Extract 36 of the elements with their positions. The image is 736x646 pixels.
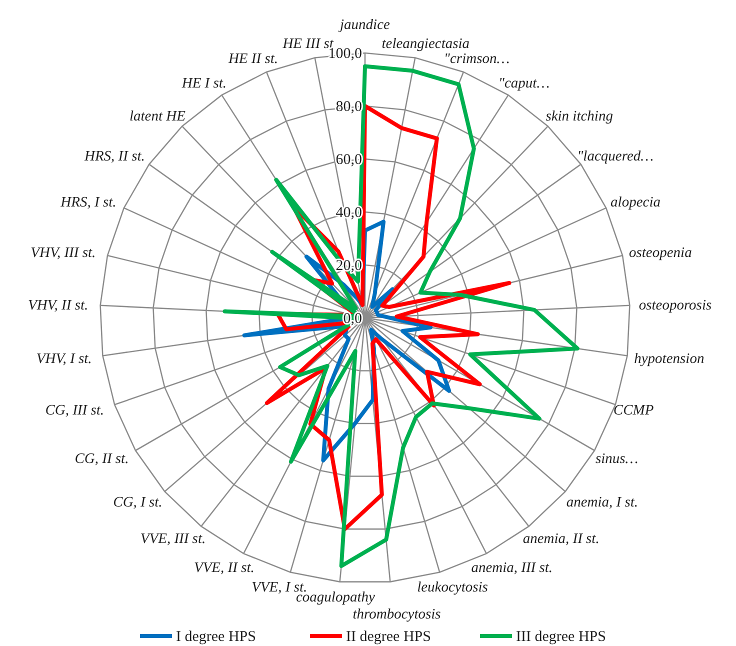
legend-label: I degree HPS [176, 629, 256, 645]
spoke-label: "lacquered… [577, 148, 654, 165]
spoke-label: "crimson… [444, 51, 510, 68]
spoke-label: HRS, I st. [60, 194, 116, 211]
spoke-label: CG, II st. [74, 451, 129, 467]
y-tick-label: 80,0 [336, 99, 362, 115]
spoke-label: skin itching [546, 108, 613, 124]
spoke-label: latent HE [130, 108, 186, 124]
spoke-label: VHV, II st. [28, 298, 88, 314]
spoke-label: teleangiectasia [382, 36, 470, 52]
spoke-label: VHV, I st. [36, 350, 92, 367]
spoke-label: VVE, I st. [252, 580, 308, 596]
spoke-label: "caput… [498, 75, 550, 92]
spoke-label: VHV, III st. [30, 244, 96, 261]
spoke-label: CCMP [613, 402, 654, 419]
spoke-label: HRS, II st. [83, 148, 145, 165]
spoke-label: hypotension [634, 350, 704, 367]
legend-label: III degree HPS [516, 629, 606, 645]
spoke-label: HE I st. [180, 75, 227, 92]
spoke-label: CG, I st. [113, 494, 162, 510]
spoke-label: osteopenia [629, 244, 692, 261]
spoke-label: anemia, II st. [522, 531, 600, 548]
spoke-label: sinus… [595, 451, 638, 467]
spoke-label: HE II st. [227, 51, 278, 68]
spoke-label: anemia, III st. [471, 560, 553, 576]
spoke-label: VVE, II st. [194, 560, 254, 576]
spoke-label: anemia, I st. [566, 494, 638, 510]
spoke-label: jaundice [338, 17, 391, 33]
spoke-label: osteoporosis [638, 298, 712, 314]
spoke-label: thrombocytosis [352, 606, 442, 623]
y-tick-label: 100,0 [328, 46, 362, 62]
spoke-label: leukocytosis [417, 580, 488, 596]
spoke-label: CG, III st. [45, 402, 104, 419]
spoke-label: alopecia [610, 194, 660, 211]
spoke-label: VVE, III st. [140, 531, 206, 548]
legend-label: II degree HPS [346, 629, 431, 645]
